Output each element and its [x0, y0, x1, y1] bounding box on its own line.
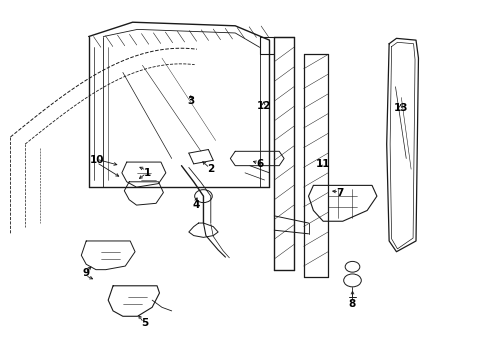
Text: 6: 6 — [256, 159, 263, 169]
Text: 9: 9 — [83, 268, 90, 278]
Text: 13: 13 — [394, 103, 409, 113]
Text: 7: 7 — [337, 188, 344, 198]
Circle shape — [195, 190, 212, 203]
Text: 3: 3 — [188, 96, 195, 106]
Circle shape — [345, 261, 360, 272]
Text: 5: 5 — [141, 319, 148, 328]
Text: 4: 4 — [193, 200, 200, 210]
Text: 2: 2 — [207, 164, 215, 174]
Text: 8: 8 — [349, 299, 356, 309]
Text: 11: 11 — [316, 159, 330, 169]
Circle shape — [343, 274, 361, 287]
Text: 1: 1 — [144, 168, 151, 178]
Text: 10: 10 — [90, 155, 105, 165]
Text: 12: 12 — [257, 102, 272, 112]
